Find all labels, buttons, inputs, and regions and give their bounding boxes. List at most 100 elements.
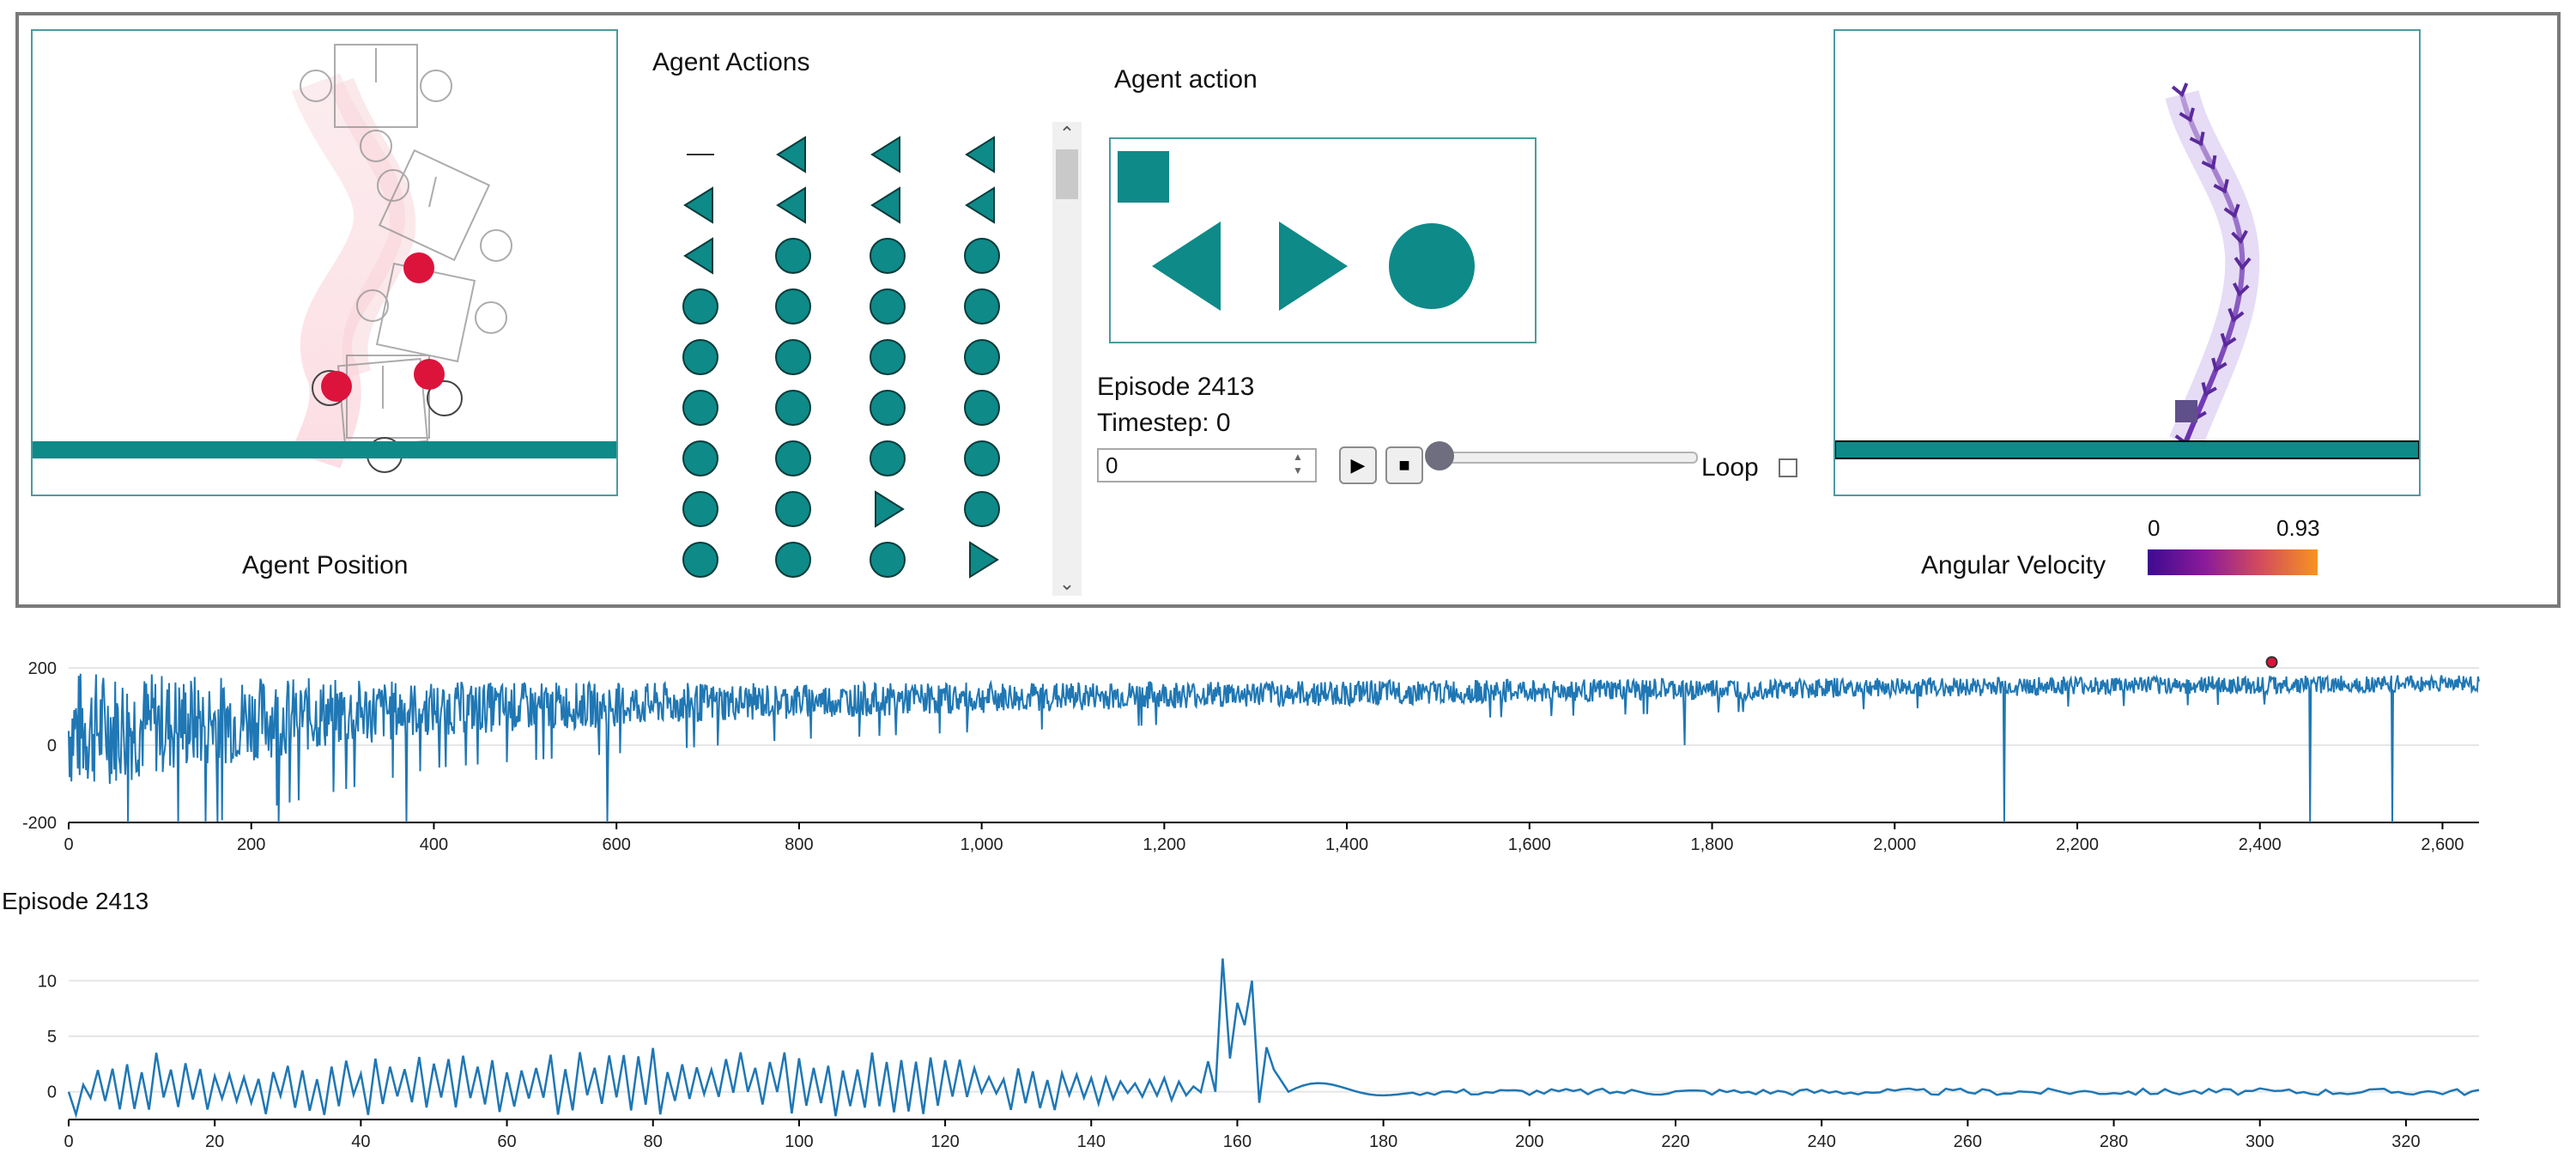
angular-velocity-view	[1834, 29, 2421, 496]
stop-button[interactable]: ■	[1385, 446, 1423, 484]
action-circle-icon	[775, 491, 811, 527]
action-circle-icon	[682, 440, 718, 476]
timestep-input[interactable]: 0	[1097, 448, 1317, 482]
action-circle-icon	[870, 339, 906, 375]
x-tick-label: 200	[1515, 1132, 1543, 1151]
x-tick-label: 180	[1369, 1132, 1397, 1151]
angular-velocity-colorbar	[2148, 549, 2318, 575]
x-tick-label: 20	[205, 1132, 224, 1151]
velocity-arrow	[2234, 257, 2252, 271]
ground	[1834, 440, 2420, 459]
action-circle-icon	[870, 390, 906, 426]
ground	[33, 441, 616, 458]
y-tick-label: 0	[47, 1083, 57, 1102]
episode-label: Episode 2413	[1097, 373, 1255, 401]
timestep-slider-thumb[interactable]	[1425, 441, 1454, 470]
x-tick-label: 160	[1223, 1132, 1252, 1151]
y-tick-label: 10	[38, 972, 57, 991]
x-tick-label: 280	[2100, 1132, 2128, 1151]
contact-marker	[321, 371, 352, 402]
scroll-up-icon[interactable]: ⌃	[1058, 123, 1076, 144]
x-tick-label: 1,600	[1508, 835, 1551, 854]
agent-marker	[2175, 400, 2197, 422]
motion-trail	[291, 72, 405, 470]
x-tick-label: 120	[930, 1132, 959, 1151]
action-circle-icon	[964, 491, 1000, 527]
x-tick-label: 600	[602, 835, 630, 854]
action-circle-icon	[964, 288, 1000, 325]
agent-position-view	[31, 29, 618, 496]
x-tick-label: 200	[237, 835, 265, 854]
contact-marker	[403, 252, 434, 283]
velocity-arrow	[2189, 131, 2205, 147]
x-tick-label: 260	[1954, 1132, 1982, 1151]
velocity-arrow	[2223, 203, 2240, 219]
y-tick-label: 0	[47, 737, 57, 755]
timestep-label: Timestep: 0	[1097, 409, 1231, 437]
x-tick-label: 40	[351, 1132, 370, 1151]
action-circle-icon	[682, 339, 718, 375]
x-tick-label: 2,200	[2056, 835, 2099, 854]
colorbar-min-label: 0	[2148, 515, 2161, 541]
x-tick-label: 2,600	[2421, 835, 2464, 854]
action-triangle-right-icon	[875, 490, 905, 528]
actions-scrollbar[interactable]: ⌃ ⌄	[1052, 122, 1082, 596]
agent-actions-title: Agent Actions	[652, 48, 810, 76]
action-circle-icon	[775, 339, 811, 375]
triangle-right-icon	[1279, 221, 1348, 311]
action-circle-icon	[964, 440, 1000, 476]
x-tick-label: 1,200	[1143, 835, 1185, 854]
action-circle-icon	[682, 288, 718, 325]
velocity-arrow	[2171, 82, 2189, 98]
square-icon	[1118, 151, 1169, 203]
action-triangle-left-icon	[683, 237, 713, 275]
velocity-arrow	[2220, 332, 2237, 348]
x-tick-label: 60	[497, 1132, 516, 1151]
x-tick-label: 240	[1807, 1132, 1835, 1151]
action-circle-icon	[682, 542, 718, 578]
timestep-slider[interactable]	[1435, 452, 1698, 464]
selected-episode-marker[interactable]	[2265, 656, 2278, 669]
triangle-left-icon	[1152, 221, 1221, 311]
circle-icon	[1389, 223, 1475, 309]
x-tick-label: 1,800	[1691, 835, 1734, 854]
action-triangle-left-icon	[776, 136, 806, 173]
action-circle-icon	[775, 440, 811, 476]
x-tick-label: 140	[1077, 1132, 1106, 1151]
episode-series-line	[67, 958, 2480, 1119]
stop-icon: ■	[1398, 454, 1410, 476]
action-triangle-left-icon	[870, 136, 900, 173]
loop-label: Loop	[1701, 453, 1759, 482]
y-tick-label: 5	[47, 1028, 57, 1047]
action-triangle-left-icon	[965, 186, 995, 224]
colorbar-max-label: 0.93	[2276, 515, 2320, 541]
play-button[interactable]: ▶	[1339, 446, 1377, 484]
action-circle-icon	[775, 542, 811, 578]
scroll-down-icon[interactable]: ⌄	[1058, 573, 1076, 594]
reward-series-line	[68, 673, 2480, 823]
x-tick-label: 220	[1661, 1132, 1689, 1151]
y-tick-label: 200	[28, 659, 57, 678]
velocity-arrow	[2211, 357, 2227, 373]
action-circle-icon	[682, 491, 718, 527]
x-tick-label: 800	[785, 835, 813, 854]
agent-position-label: Agent Position	[242, 551, 409, 580]
action-triangle-left-icon	[776, 186, 806, 224]
loop-checkbox[interactable]	[1779, 458, 1797, 477]
agent-position-canvas	[33, 44, 616, 473]
contact-marker	[414, 359, 445, 390]
x-tick-label: 100	[785, 1132, 813, 1151]
action-circle-icon	[964, 390, 1000, 426]
top-panel: Agent Position Agent Actions ⌃ ⌄ Agent a…	[15, 12, 2561, 608]
episode-chart-title: Episode 2413	[2, 888, 149, 914]
velocity-arrow	[2201, 382, 2217, 397]
agent-action-legend	[1109, 137, 1537, 343]
x-tick-label: 2,400	[2239, 835, 2282, 854]
scroll-thumb[interactable]	[1056, 149, 1078, 199]
action-circle-icon	[964, 238, 1000, 274]
action-circle-icon	[870, 288, 906, 325]
timestep-spinner-icon[interactable]: ▲ ▼	[1293, 451, 1303, 476]
play-icon: ▶	[1350, 454, 1366, 476]
reward-chart: -200 0 200 0 200 400 600 800 1,000 1,200 1,400 1,60…	[22, 656, 2480, 854]
